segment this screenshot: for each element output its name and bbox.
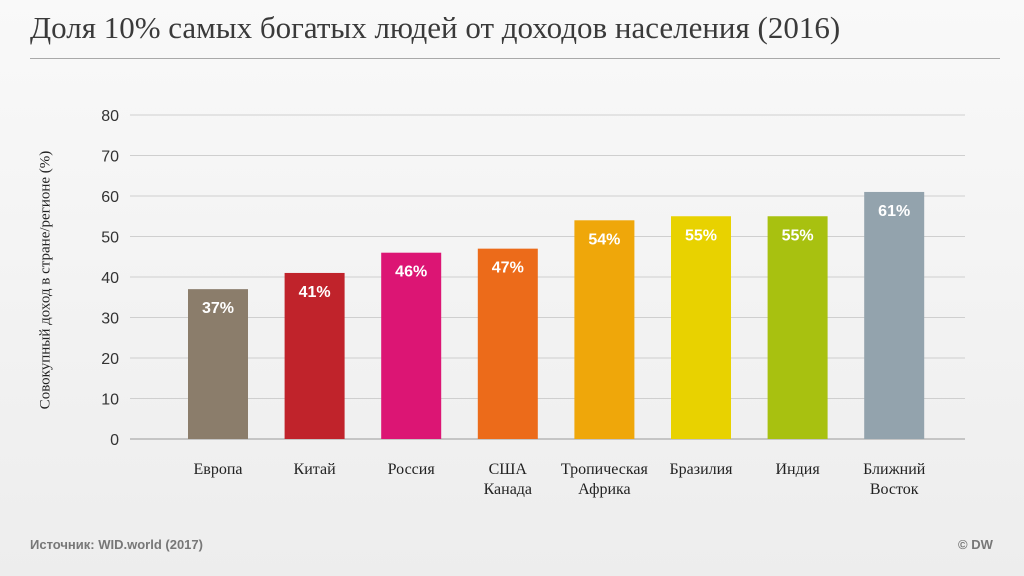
x-tick-label: Россия bbox=[388, 461, 436, 478]
data-label: 55% bbox=[685, 227, 717, 244]
bar bbox=[477, 248, 538, 439]
x-tick-label: Бразилия bbox=[669, 461, 733, 478]
chart-title: Доля 10% самых богатых людей от доходов … bbox=[30, 10, 841, 45]
data-label: 37% bbox=[202, 300, 234, 317]
bar bbox=[574, 220, 635, 439]
y-tick-label: 60 bbox=[101, 189, 119, 206]
source-note: Источник: WID.world (2017) bbox=[30, 537, 203, 552]
x-tick-label: Канада bbox=[484, 481, 532, 498]
bar bbox=[864, 191, 925, 439]
y-tick-label: 80 bbox=[101, 108, 119, 125]
data-label: 47% bbox=[492, 260, 524, 277]
data-label: 54% bbox=[588, 231, 620, 248]
title-divider bbox=[30, 58, 1000, 59]
x-tick-label: Европа bbox=[194, 461, 243, 478]
data-label: 46% bbox=[395, 264, 427, 281]
x-tick-label: Тропическая bbox=[561, 461, 649, 478]
x-tick-label: Африка bbox=[578, 481, 631, 498]
y-tick-label: 70 bbox=[101, 149, 119, 166]
bar bbox=[381, 252, 442, 439]
x-tick-label: Восток bbox=[870, 481, 919, 498]
y-tick-label: 50 bbox=[101, 230, 119, 247]
bar bbox=[767, 216, 828, 439]
x-tick-label: Индия bbox=[776, 461, 821, 478]
x-tick-label: Китай bbox=[294, 461, 337, 478]
copyright-note: © DW bbox=[958, 537, 993, 552]
y-tick-label: 30 bbox=[101, 311, 119, 328]
y-tick-label: 10 bbox=[101, 392, 119, 409]
data-label: 55% bbox=[782, 227, 814, 244]
y-tick-label: 40 bbox=[101, 270, 119, 287]
y-tick-label: 20 bbox=[101, 351, 119, 368]
data-label: 41% bbox=[299, 284, 331, 301]
bar bbox=[671, 216, 731, 439]
x-tick-label: США bbox=[489, 461, 528, 478]
bar bbox=[188, 289, 248, 439]
bar bbox=[284, 272, 345, 439]
x-tick-label: Ближний bbox=[863, 461, 926, 478]
data-label: 61% bbox=[878, 203, 910, 220]
y-tick-label: 0 bbox=[110, 432, 119, 449]
